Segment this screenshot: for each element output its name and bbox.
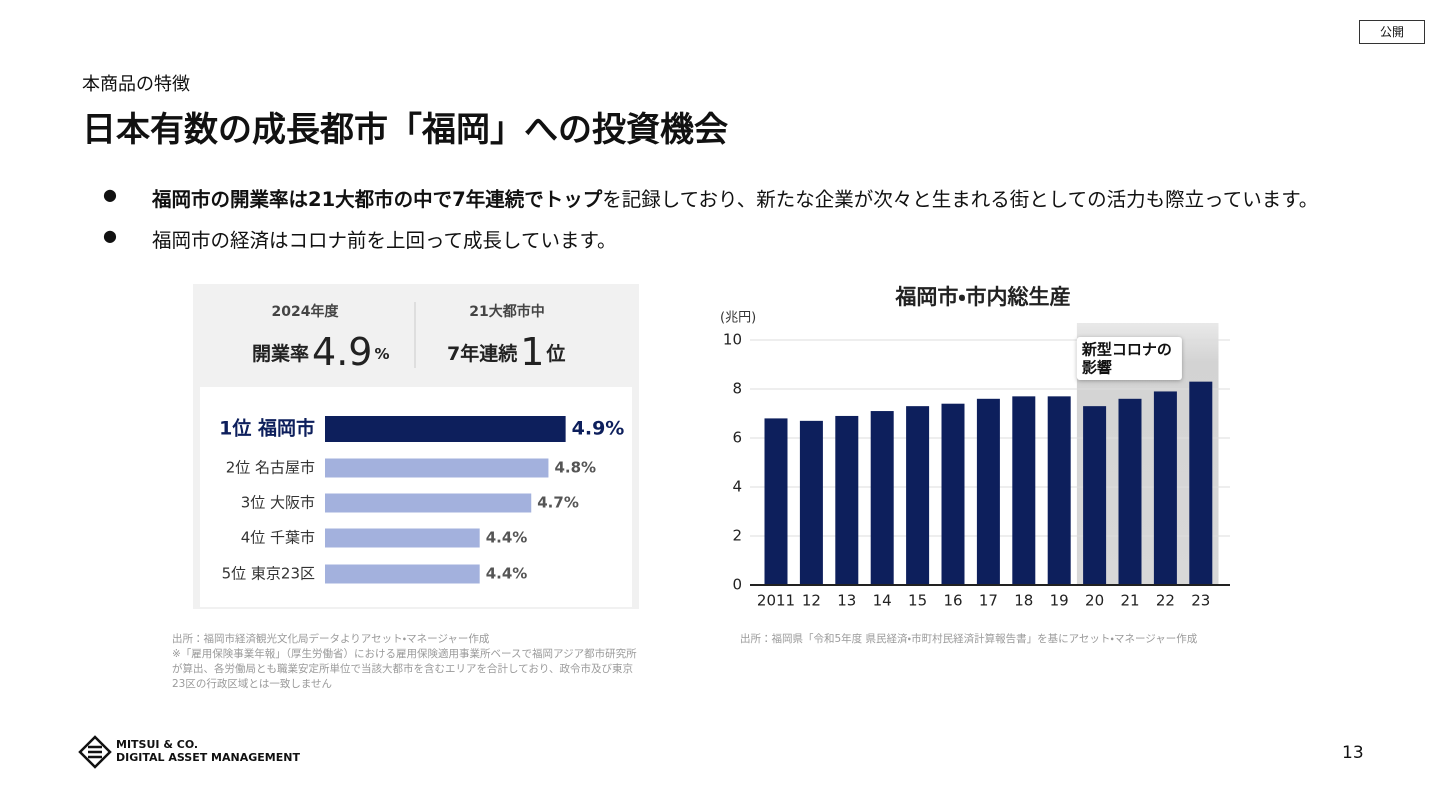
tag: 公開 (1359, 20, 1425, 44)
x-tick-label: 22 (1156, 592, 1175, 610)
annotation: 影響 (1082, 359, 1112, 377)
highlight: 開業率4.9% (252, 330, 389, 374)
value-label: 4.9% (572, 418, 625, 440)
x-tick-label: 14 (873, 592, 892, 610)
bar (1012, 396, 1036, 585)
value-label: 4.8% (554, 459, 596, 477)
x-tick-label: 20 (1085, 592, 1104, 610)
bullet-dot: ● (103, 226, 117, 245)
y-tick-label: 6 (732, 429, 742, 447)
x-tick-label: 19 (1050, 592, 1069, 610)
bullet-bold: 福岡市の開業率は21大都市の中で7年連続でトップ (152, 188, 603, 211)
annotation-box (1076, 337, 1182, 380)
footnote: 出所：福岡県「令和5年度 県民経済・市町村民経済計算報告書」を基にアセット・マネ… (740, 632, 1197, 647)
bar (799, 420, 823, 585)
bullet: 福岡市の経済はコロナ前を上回って成長しています。 (152, 224, 617, 253)
highlight: 7年連続1 位 (447, 330, 565, 374)
x-tick-label: 16 (943, 592, 962, 610)
highlight-caption: 21大都市中 (469, 303, 544, 320)
y-tick-label: 10 (723, 331, 742, 349)
note-line: 23区の行政区域とは一致しません (172, 678, 333, 690)
category-label: 4位 千葉市 (241, 529, 315, 547)
bar (1083, 406, 1107, 585)
bar (325, 493, 532, 513)
x-tick-label: 13 (837, 592, 856, 610)
note-line: ※「雇用保険事業年報」（厚生労働省）における雇用保険適用事業所ベースで福岡アジア… (172, 648, 637, 660)
bar (835, 415, 859, 585)
bar (1189, 381, 1213, 585)
category-label: 5位 東京23区 (222, 565, 315, 583)
bar (1118, 398, 1142, 585)
category-label: 3位 大阪市 (241, 494, 315, 512)
note-line: が算出、各労働局とも職業安定所単位で当該大都市を含むエリアを合計しており、政令市… (172, 663, 633, 675)
y-axis-label: (兆円) (720, 311, 756, 326)
bar (906, 406, 930, 585)
note-line: 出所：福岡県「令和5年度 県民経済・市町村民経済計算報告書」を基にアセット・マネ… (740, 633, 1198, 645)
footnote: 出所：福岡市経済観光文化局データよりアセット・マネージャー作成 ※「雇用保険事業… (172, 632, 637, 692)
highlight-label: 7年連続 (447, 342, 517, 365)
x-tick-label: 12 (802, 592, 821, 610)
subtitle: 本商品の特徴 (82, 74, 190, 95)
highlight-label: 開業率 (252, 342, 309, 365)
highlight-unit: 位 (545, 342, 565, 365)
logo-mark (78, 735, 112, 769)
note-line: 出所：福岡市経済観光文化局データよりアセット・マネージャー作成 (172, 633, 490, 645)
x-tick-label: 2011 (757, 592, 795, 610)
x-tick-label: 15 (908, 592, 927, 610)
annotation: 新型コロナの (1081, 341, 1172, 359)
y-tick-label: 2 (732, 527, 742, 545)
value-label: 4.7% (537, 494, 579, 512)
bar (1047, 396, 1071, 585)
chart-title: 福岡市・市内総生産 (894, 285, 1070, 309)
bar (1153, 391, 1177, 585)
x-tick-label: 18 (1014, 592, 1033, 610)
category-label: 1位 福岡市 (219, 417, 315, 440)
logo-text: MITSUI & CO. DIGITAL ASSET MANAGEMENT (116, 738, 300, 764)
logo-line: DIGITAL ASSET MANAGEMENT (116, 751, 300, 764)
highlight-figure: 4.9 (312, 330, 372, 374)
page-number: 13 (1342, 743, 1364, 763)
x-tick-label: 21 (1120, 592, 1139, 610)
bar (325, 564, 480, 584)
value-label: 4.4% (486, 529, 528, 547)
title: 日本有数の成長都市「福岡」への投資機会 (82, 110, 728, 150)
y-tick-label: 0 (732, 576, 742, 594)
bullet: 福岡市の開業率は21大都市の中で7年連続でトップを記録しており、新たな企業が次々… (152, 183, 1318, 212)
bullet-text: を記録しており、新たな企業が次々と生まれる街としての活力も際立っています。 (602, 188, 1319, 211)
category-label: 2位 名古屋市 (226, 459, 315, 477)
bullet-text: 福岡市の経済はコロナ前を上回って成長しています。 (152, 229, 617, 252)
highlight-unit: % (374, 345, 389, 363)
x-tick-label: 23 (1191, 592, 1210, 610)
bullet-dot: ● (103, 185, 117, 204)
y-tick-label: 4 (732, 478, 742, 496)
value-label: 4.4% (486, 565, 528, 583)
bar (325, 458, 549, 478)
bar (976, 398, 1000, 585)
logo-line: MITSUI & CO. (116, 738, 199, 751)
bar (325, 416, 566, 442)
bar (325, 528, 480, 548)
highlight-figure: 1 (520, 330, 544, 374)
highlight-caption: 2024年度 (272, 303, 340, 320)
y-tick-label: 8 (732, 380, 742, 398)
bar (941, 403, 965, 585)
bar (870, 411, 894, 585)
x-tick-label: 17 (979, 592, 998, 610)
bar (764, 418, 788, 585)
